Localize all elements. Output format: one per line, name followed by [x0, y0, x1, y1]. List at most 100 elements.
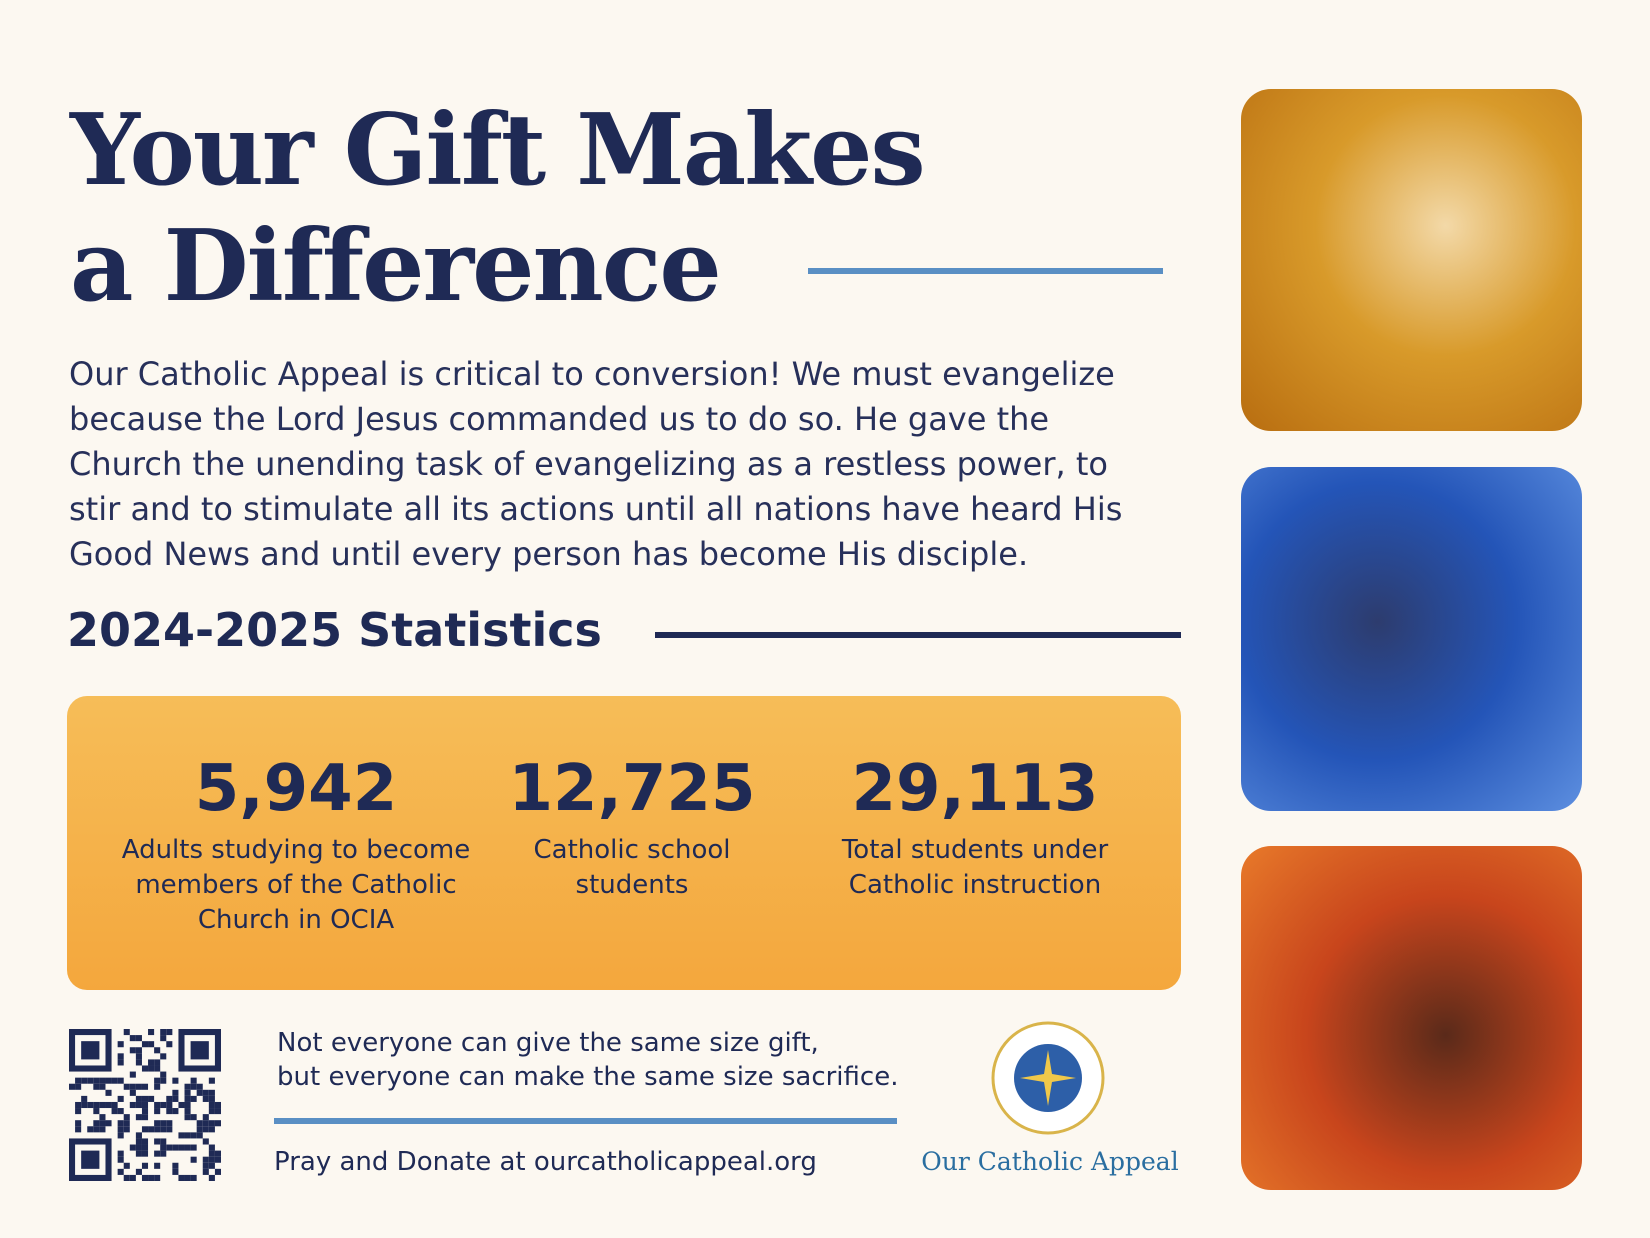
qr-module: [135, 1150, 142, 1157]
qr-module: [123, 1126, 130, 1133]
qr-module: [99, 1083, 106, 1090]
qr-module: [123, 1114, 130, 1121]
qr-module: [117, 1053, 124, 1060]
qr-module: [160, 1053, 167, 1060]
qr-module: [129, 1174, 136, 1181]
qr-module: [178, 1101, 185, 1109]
qr-module: [81, 1150, 100, 1169]
qr-module: [214, 1108, 221, 1115]
qr-module: [148, 1041, 155, 1048]
qr-module: [208, 1095, 215, 1102]
qr-module: [160, 1029, 167, 1036]
qr-module: [117, 1126, 124, 1133]
logo-text: Our Catholic Appeal: [921, 1147, 1179, 1176]
qr-module: [172, 1095, 179, 1102]
qr-module: [190, 1077, 197, 1084]
qr-module: [172, 1162, 179, 1169]
qr-module: [184, 1174, 191, 1181]
qr-module: [190, 1114, 197, 1121]
qr-module: [123, 1083, 130, 1090]
qr-module: [208, 1156, 215, 1163]
qr-module: [208, 1101, 215, 1109]
qr-module: [154, 1150, 161, 1157]
qr-module: [190, 1041, 209, 1060]
qr-module: [172, 1089, 179, 1096]
quote: Not everyone can give the same size gift…: [277, 1026, 898, 1094]
qr-module: [154, 1138, 161, 1145]
qr-module: [75, 1101, 82, 1109]
qr-module: [141, 1041, 149, 1048]
qr-module: [184, 1101, 191, 1109]
qr-module: [172, 1108, 179, 1115]
donate-text: Pray and Donate at ourcatholicappeal.org: [274, 1147, 817, 1177]
qr-module: [196, 1089, 203, 1096]
photo-baptism: [1241, 89, 1582, 431]
qr-module: [111, 1101, 118, 1109]
qr-module: [123, 1162, 130, 1169]
qr-module: [129, 1089, 136, 1096]
qr-module: [208, 1162, 215, 1169]
qr-module: [196, 1083, 203, 1090]
qr-module: [154, 1108, 161, 1115]
qr-module: [160, 1071, 167, 1078]
qr-module: [135, 1095, 142, 1102]
qr-module: [166, 1101, 173, 1109]
qr-module: [75, 1083, 82, 1090]
stat: 12,725 Catholic school students: [452, 757, 812, 903]
qr-module: [81, 1041, 100, 1060]
qr-module: [87, 1126, 94, 1133]
qr-module: [123, 1120, 130, 1127]
qr-module: [202, 1162, 209, 1169]
qr-module: [166, 1029, 173, 1036]
stat-label-line: students: [575, 870, 689, 900]
qr-module: [190, 1156, 197, 1163]
qr-module: [184, 1108, 191, 1115]
qr-module: [166, 1108, 173, 1115]
qr-module: [135, 1059, 142, 1066]
qr-module: [117, 1059, 124, 1066]
qr-module: [202, 1138, 209, 1145]
qr-module: [105, 1120, 112, 1127]
qr-module: [202, 1120, 209, 1127]
qr-module: [141, 1083, 149, 1090]
qr-module: [184, 1132, 191, 1139]
qr-module: [208, 1144, 215, 1151]
qr-module: [190, 1132, 197, 1139]
qr-module: [75, 1120, 82, 1127]
qr-module: [190, 1095, 197, 1102]
qr-module: [105, 1077, 112, 1084]
qr-module: [196, 1126, 203, 1133]
qr-module: [148, 1174, 155, 1181]
qr-module: [141, 1114, 149, 1121]
qr-module: [208, 1120, 215, 1127]
body-line: Our Catholic Appeal is critical to conve…: [69, 355, 1115, 393]
stat-label-line: Catholic school: [533, 835, 731, 865]
qr-module: [184, 1095, 191, 1102]
qr-module: [105, 1101, 112, 1109]
qr-module: [184, 1089, 191, 1096]
photo-graduates: [1241, 846, 1582, 1190]
qr-module: [154, 1047, 161, 1054]
qr-module: [87, 1101, 94, 1109]
qr-module: [148, 1029, 155, 1036]
qr-module: [141, 1126, 149, 1133]
qr-module: [135, 1138, 142, 1145]
stat-number: 12,725: [508, 752, 756, 826]
qr-module: [117, 1041, 124, 1048]
qr-module: [141, 1144, 149, 1151]
qr-module: [117, 1077, 124, 1084]
qr-module: [202, 1168, 209, 1175]
qr-module: [135, 1083, 142, 1090]
qr-module: [154, 1083, 161, 1090]
qr-module: [160, 1101, 167, 1109]
quote-line: Not everyone can give the same size gift…: [277, 1028, 819, 1058]
qr-module: [129, 1144, 136, 1151]
qr-module: [172, 1144, 179, 1151]
qr-module: [75, 1077, 82, 1084]
qr-module: [117, 1132, 124, 1139]
qr-module: [154, 1077, 161, 1084]
stat-label-line: Catholic instruction: [848, 870, 1102, 900]
qr-module: [166, 1126, 173, 1133]
qr-module: [99, 1126, 106, 1133]
